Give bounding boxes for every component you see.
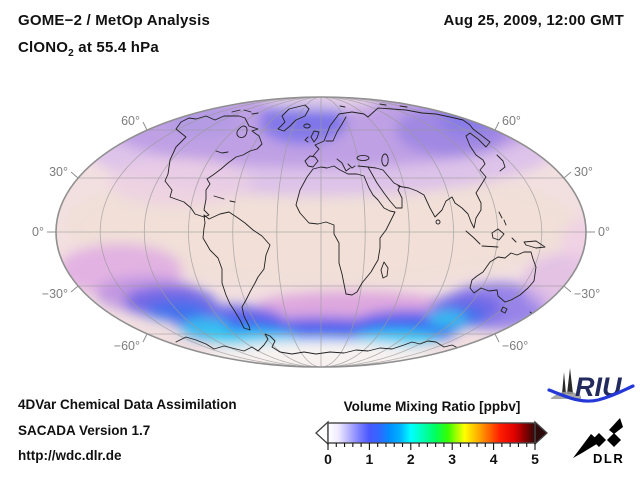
credit-line-assimilation: 4DVar Chemical Data Assimilation <box>18 397 237 412</box>
analysis-datetime: Aug 25, 2009, 12:00 GMT <box>443 12 624 29</box>
colorbar-right-arrow <box>534 420 548 446</box>
colorbar: 0 1 2 3 4 5 <box>315 420 548 467</box>
dlr-logo-text: DLR <box>593 451 624 466</box>
cathedral-icon <box>562 372 566 394</box>
svg-text:4: 4 <box>490 451 498 467</box>
lat-label-left-m60: −60° <box>114 339 140 353</box>
lat-label-right-60: 60° <box>502 114 521 128</box>
svg-text:1: 1 <box>366 451 374 467</box>
lat-label-right-30: 30° <box>574 165 593 179</box>
latitude-labels: 60° 30° 0° −30° −60° 60° 30° 0° −30° −60… <box>32 114 610 353</box>
dlr-emblem-icon <box>573 418 623 458</box>
svg-text:0: 0 <box>324 451 332 467</box>
molecule-subscript: 2 <box>68 48 74 59</box>
molecule-name: ClONO <box>18 39 69 56</box>
lat-label-left-0: 0° <box>32 225 44 239</box>
riu-logo-text: RIU <box>575 372 623 402</box>
cathedral-spire-icon <box>567 368 573 394</box>
colorbar-title: Volume Mixing Ratio [ppbv] <box>343 399 521 414</box>
colorbar-tick-labels: 0 1 2 3 4 5 <box>324 451 539 467</box>
riu-logo: RIU <box>547 368 635 403</box>
coastlines <box>164 103 546 355</box>
lat-label-right-0: 0° <box>598 225 610 239</box>
graticule <box>56 97 586 367</box>
latitude-ticks <box>47 121 595 343</box>
page-title-line2: ClONO2 at 55.4 hPa <box>18 39 159 59</box>
svg-text:5: 5 <box>531 451 539 467</box>
lat-label-left-30: 30° <box>49 165 68 179</box>
mixing-ratio-field <box>58 97 586 367</box>
lat-label-left-m30: −30° <box>42 287 68 301</box>
wave-icon <box>547 384 635 403</box>
lat-label-right-m60: −60° <box>502 339 528 353</box>
page-title-line1: GOME−2 / MetOp Analysis <box>18 12 211 29</box>
credit-line-url: http://wdc.dlr.de <box>18 448 122 463</box>
lat-label-left-60: 60° <box>121 114 140 128</box>
svg-text:3: 3 <box>448 451 456 467</box>
colorbar-ticks <box>327 443 536 450</box>
credit-line-version: SACADA Version 1.7 <box>18 423 151 438</box>
pressure-level: at 55.4 hPa <box>73 39 159 56</box>
dlr-logo: DLR <box>573 418 624 466</box>
colorbar-left-arrow <box>315 420 329 446</box>
lat-label-right-m30: −30° <box>574 287 600 301</box>
colorbar-gradient-bar <box>327 422 536 444</box>
svg-text:2: 2 <box>407 451 415 467</box>
